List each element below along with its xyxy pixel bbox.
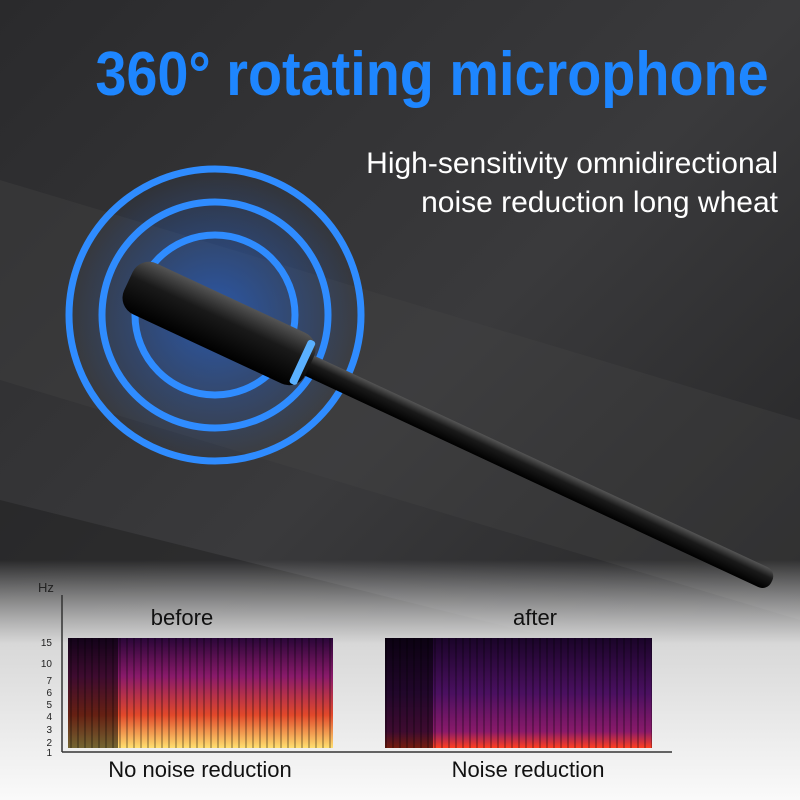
- tick-label: 1: [46, 748, 52, 759]
- tick-label: 4: [46, 712, 52, 723]
- title: 360° rotating microphone: [95, 40, 768, 108]
- texture: [385, 638, 652, 748]
- texture: [68, 638, 333, 748]
- subtitle: High-sensitivity omnidirectional: [366, 147, 778, 180]
- unit: Hz: [38, 580, 54, 595]
- tick-label: 5: [46, 700, 52, 711]
- caption: No noise reduction: [108, 757, 291, 782]
- tick-label: 6: [46, 688, 52, 699]
- subtitle: noise reduction long wheat: [421, 186, 779, 219]
- tick-label: 10: [41, 659, 53, 670]
- panel-label: before: [151, 605, 213, 630]
- tick-label: 7: [46, 676, 52, 687]
- panel-label: after: [513, 605, 557, 630]
- tick-label: 15: [41, 638, 53, 649]
- microphone: [122, 261, 774, 588]
- tick-label: 2: [46, 738, 52, 749]
- caption: Noise reduction: [452, 757, 605, 782]
- tick-label: 3: [46, 725, 52, 736]
